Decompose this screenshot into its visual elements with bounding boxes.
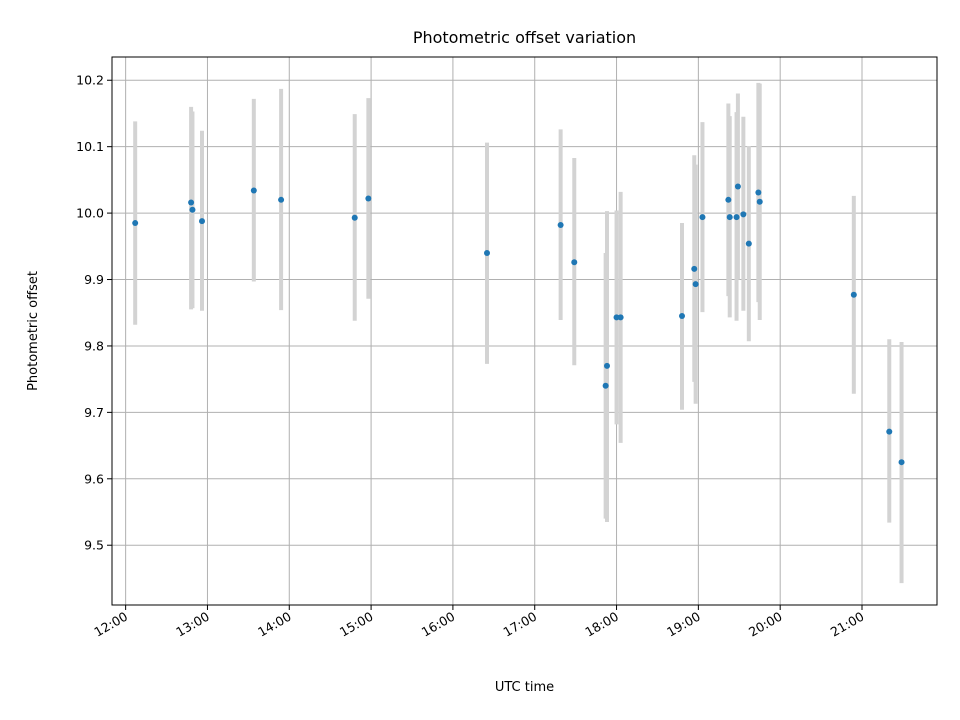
data-point xyxy=(886,428,893,435)
data-point xyxy=(557,222,564,229)
data-point xyxy=(850,291,857,298)
x-tick-label: 13:00 xyxy=(173,609,212,640)
data-point xyxy=(617,314,624,321)
data-point xyxy=(755,189,762,196)
data-point xyxy=(733,214,740,221)
y-tick-label: 10.1 xyxy=(76,139,104,154)
y-tick-label: 9.9 xyxy=(84,272,104,287)
y-tick-label: 9.8 xyxy=(84,338,104,353)
data-point xyxy=(898,459,905,466)
x-tick-label: 19:00 xyxy=(664,609,703,640)
x-tick-label: 15:00 xyxy=(337,609,376,640)
plot-frame xyxy=(111,56,938,606)
y-tick-label: 9.5 xyxy=(84,538,104,553)
data-point xyxy=(132,220,139,227)
data-point xyxy=(278,196,285,203)
grid-lines xyxy=(112,57,937,605)
data-point xyxy=(365,195,372,202)
data-point xyxy=(725,196,732,203)
y-tick-label: 9.7 xyxy=(84,405,104,420)
x-tick-label: 21:00 xyxy=(828,609,867,640)
y-tick-label: 10.2 xyxy=(76,73,104,88)
data-point xyxy=(484,249,490,256)
x-tick-label: 12:00 xyxy=(91,609,130,640)
x-tick-label: 20:00 xyxy=(746,609,785,640)
error-bars xyxy=(133,82,904,584)
x-axis-label: UTC time xyxy=(495,680,554,695)
data-point xyxy=(250,187,257,194)
x-tick-label: 16:00 xyxy=(419,609,458,640)
x-tick-label: 17:00 xyxy=(501,609,540,640)
data-point xyxy=(571,259,578,266)
data-points xyxy=(132,183,905,466)
data-point xyxy=(351,214,358,221)
data-point xyxy=(756,198,763,205)
x-tick-label: 14:00 xyxy=(255,609,294,640)
data-point xyxy=(188,199,195,206)
data-point xyxy=(726,214,733,221)
data-point xyxy=(745,240,752,247)
y-tick-label: 10.0 xyxy=(76,206,104,221)
x-tick-label: 18:00 xyxy=(582,609,621,640)
data-point xyxy=(679,313,685,320)
data-point xyxy=(602,382,609,389)
data-point xyxy=(734,183,741,190)
data-point xyxy=(604,362,610,369)
data-point xyxy=(189,206,196,213)
chart-title: Photometric offset variation xyxy=(413,28,636,47)
data-point xyxy=(199,218,205,225)
y-axis-label: Photometric offset xyxy=(26,271,41,391)
data-point xyxy=(691,265,698,272)
data-point xyxy=(740,211,747,218)
y-tick-label: 9.6 xyxy=(84,471,104,486)
data-point xyxy=(692,281,699,288)
data-point xyxy=(699,214,706,221)
